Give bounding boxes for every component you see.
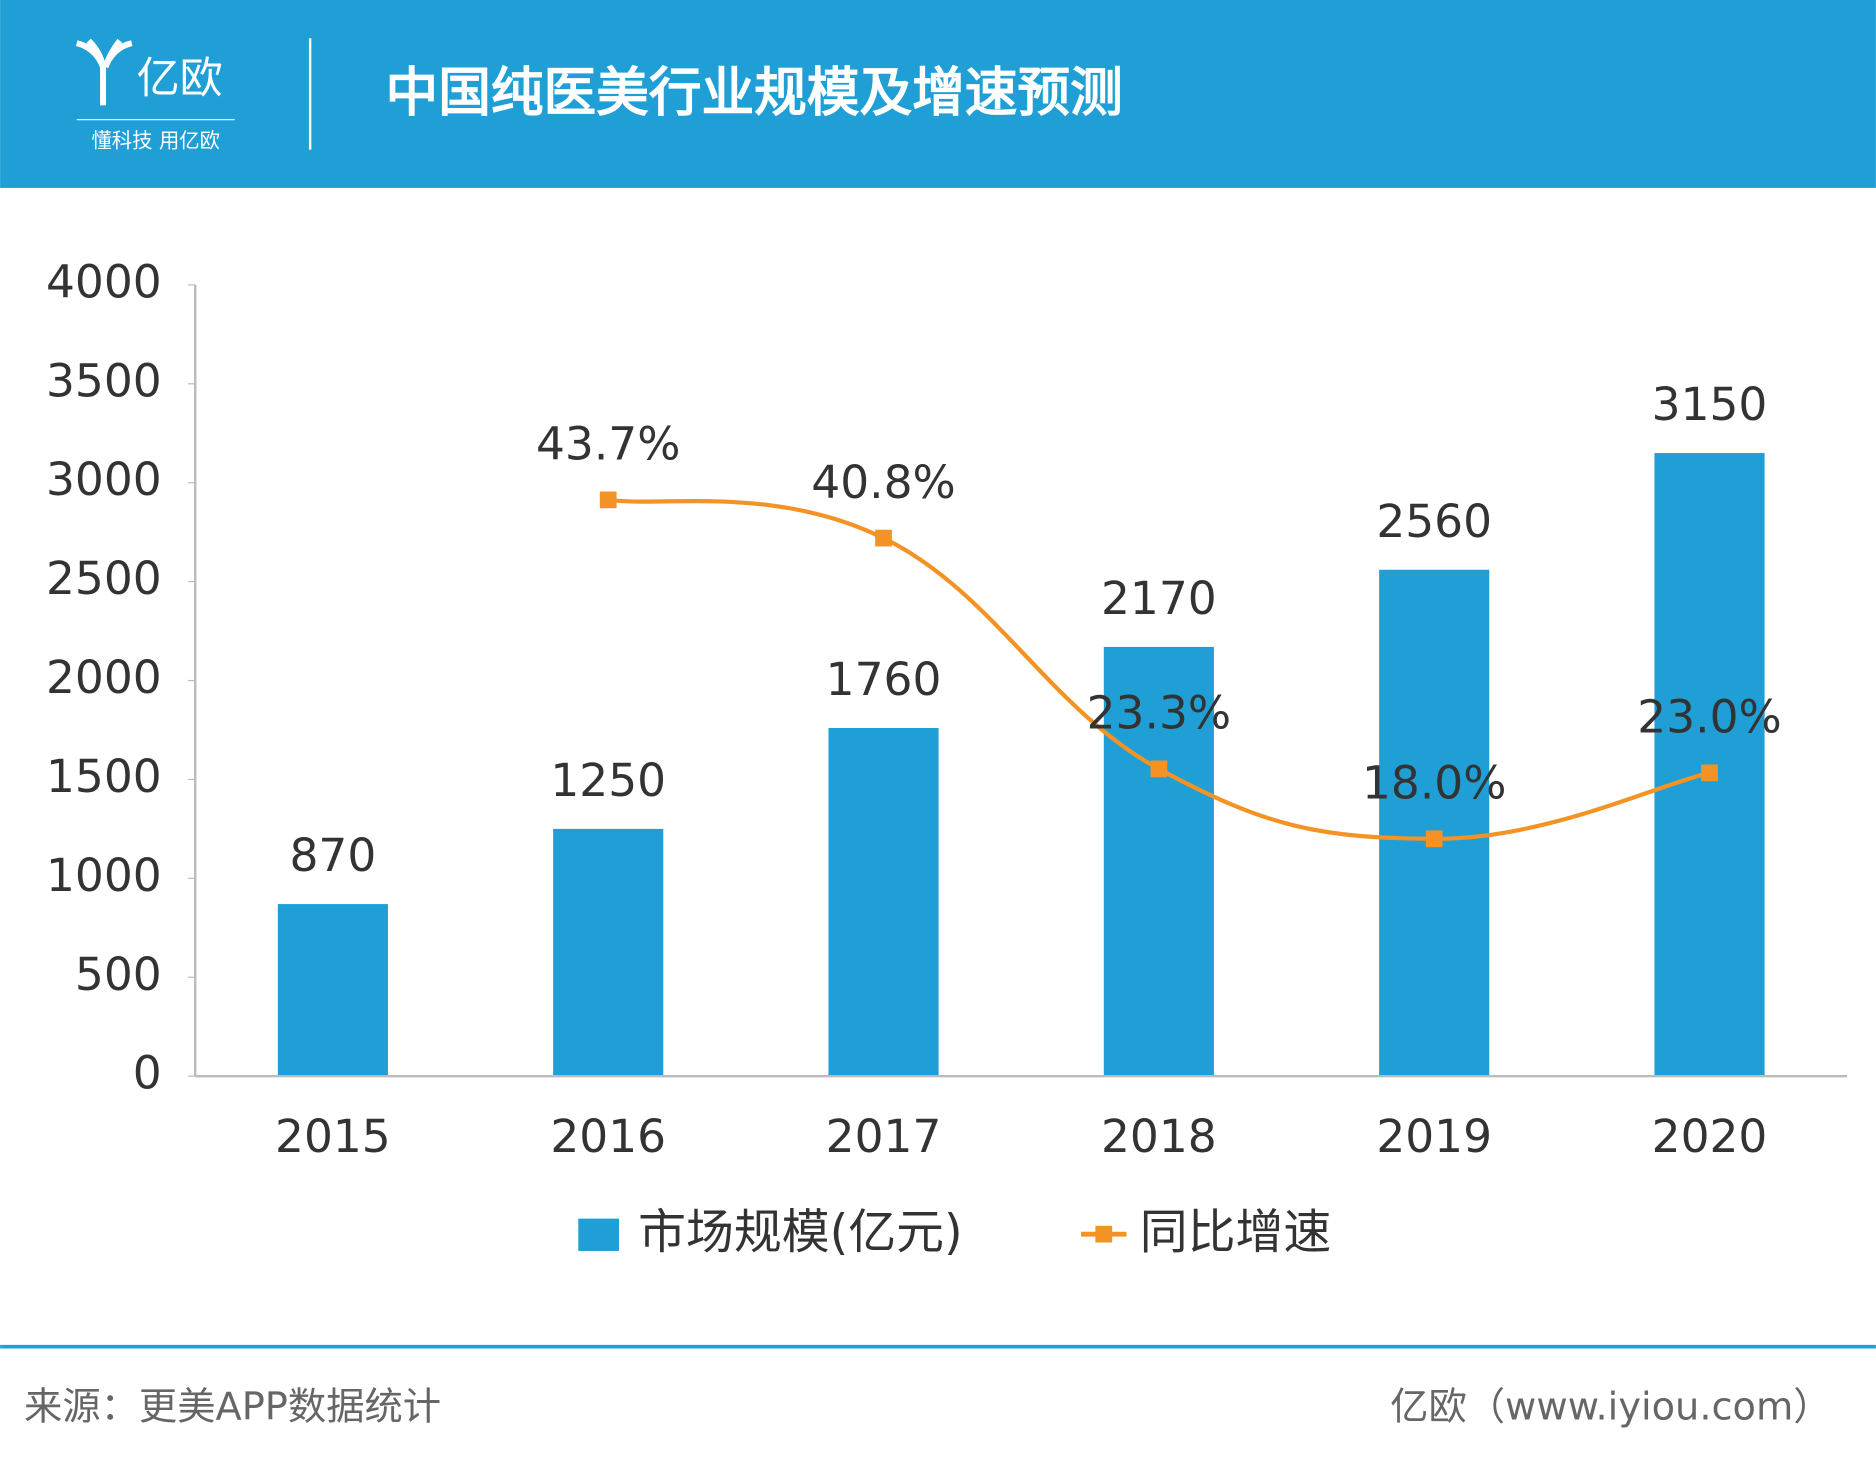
x-tick-label: 2020 <box>1652 1110 1768 1163</box>
y-tick-label: 4000 <box>46 255 162 308</box>
line-value-label: 23.0% <box>1637 691 1781 744</box>
line-value-label: 43.7% <box>536 418 680 471</box>
line-marker <box>1701 764 1718 782</box>
y-tick-label: 500 <box>75 948 162 1001</box>
bar <box>828 728 939 1077</box>
header-bar <box>0 0 1876 188</box>
y-tick-label: 2500 <box>46 552 162 605</box>
y-tick-label: 3500 <box>46 354 162 407</box>
bar-value-label: 2560 <box>1376 495 1492 548</box>
x-tick-label: 2019 <box>1376 1110 1492 1163</box>
line-value-label: 40.8% <box>811 456 955 509</box>
bar <box>277 904 388 1077</box>
legend-swatch <box>578 1218 619 1251</box>
line-marker <box>1150 760 1168 778</box>
line-marker <box>599 491 617 509</box>
bar <box>1379 569 1490 1077</box>
y-tick-label: 3000 <box>46 453 162 506</box>
bar-value-label: 3150 <box>1652 378 1768 431</box>
y-tick-label: 1500 <box>46 750 162 803</box>
bar-value-label: 2170 <box>1101 572 1217 625</box>
logo <box>75 38 133 106</box>
bar-value-label: 870 <box>289 829 376 882</box>
bar-value-label: 1250 <box>550 754 666 807</box>
legend-marker <box>1095 1225 1113 1243</box>
line-marker <box>1425 830 1443 848</box>
bar-value-label: 1760 <box>826 653 942 706</box>
y-tick-label: 1000 <box>46 849 162 902</box>
line-value-label: 18.0% <box>1362 757 1506 810</box>
footer-credit: 亿欧（www.iyiou.com） <box>1390 1384 1831 1429</box>
footer-source: 来源：更美APP数据统计 <box>24 1384 441 1429</box>
logo-slogan: 懂科技 用亿欧 <box>91 128 220 152</box>
x-tick-label: 2016 <box>550 1110 666 1163</box>
bar <box>1103 646 1214 1077</box>
logo-mark <box>75 38 133 106</box>
plot: 0 500 1000 1500 2000 2500 3000 3500 4000 2015 2016… <box>46 255 1848 1260</box>
header-title: 中国纯医美行业规模及增速预测 <box>386 62 1123 123</box>
y-tick-label: 0 <box>133 1047 162 1100</box>
line-value-label: 23.3% <box>1087 687 1231 740</box>
bar <box>553 828 664 1077</box>
line-marker <box>875 529 892 547</box>
y-tick-label: 2000 <box>46 651 162 704</box>
logo-name: 亿欧 <box>137 54 223 104</box>
x-tick-label: 2017 <box>826 1110 942 1163</box>
x-tick-label: 2018 <box>1101 1110 1217 1163</box>
legend-label: 同比增速 <box>1140 1205 1331 1260</box>
legend-label: 市场规模(亿元) <box>638 1205 963 1260</box>
x-tick-label: 2015 <box>275 1110 391 1163</box>
